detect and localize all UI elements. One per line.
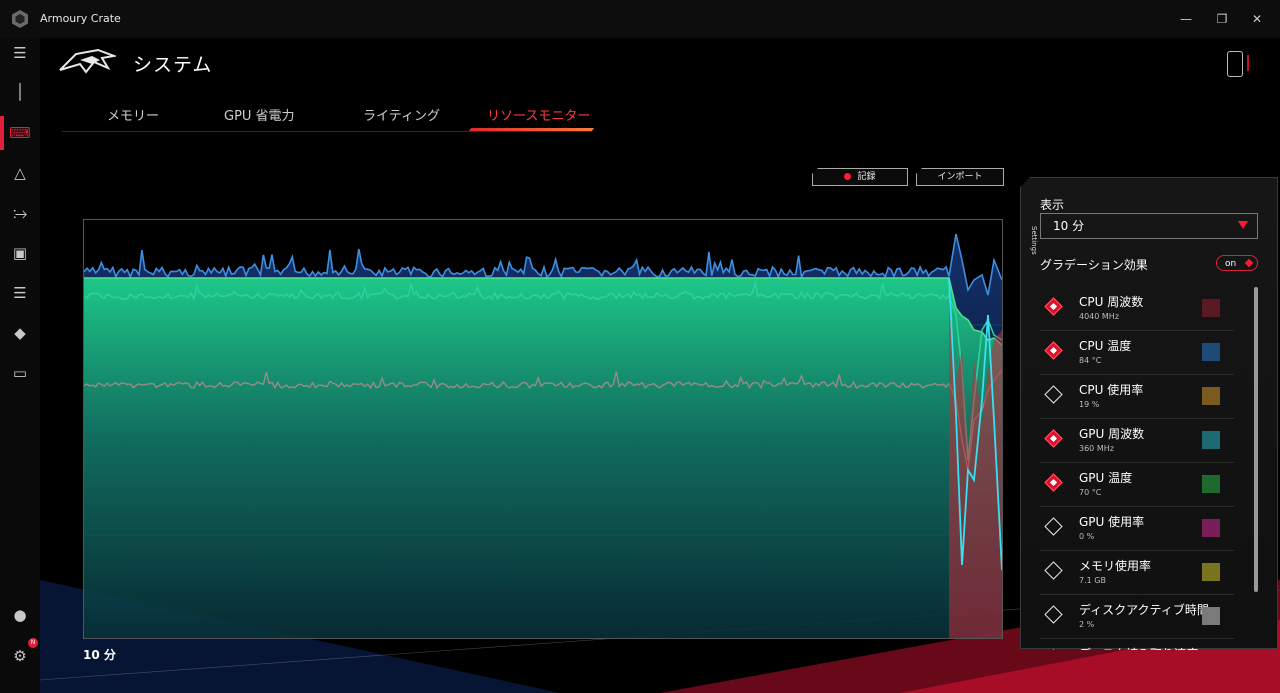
metric-value: 4040 MHz <box>1079 312 1120 321</box>
metric-value: 19 % <box>1079 400 1100 409</box>
metric-name: GPU 温度 <box>1079 471 1133 485</box>
time-range-select[interactable]: 10 分 <box>1040 213 1258 239</box>
metric-row[interactable]: CPU 温度 84 °C <box>1040 330 1234 375</box>
tab-active-underline <box>468 128 595 131</box>
settings-collapse-tab[interactable]: Settings <box>1030 226 1038 255</box>
speed-icon[interactable]: ⧴ <box>12 204 28 222</box>
tag-icon[interactable]: ◆ <box>14 324 26 342</box>
unchecked-diamond-icon[interactable] <box>1044 649 1063 650</box>
unchecked-diamond-icon[interactable] <box>1044 385 1063 404</box>
equalizer-icon[interactable]: ☰ <box>13 284 27 302</box>
display-label: 表示 <box>1040 198 1065 212</box>
series-line-top <box>84 233 1002 296</box>
checked-diamond-icon[interactable] <box>1044 341 1063 360</box>
minimize-button[interactable]: — <box>1180 12 1192 26</box>
checked-diamond-icon[interactable] <box>1044 473 1063 492</box>
keyboard-icon[interactable]: ⌨ <box>9 124 31 142</box>
unchecked-diamond-icon[interactable] <box>1044 561 1063 580</box>
info-icon[interactable]: │ <box>15 83 25 101</box>
chart-time-range: 10 分 <box>83 648 116 662</box>
metric-name: ディスクアクティブ時間 <box>1079 603 1209 617</box>
display-icon[interactable]: ▭ <box>12 364 28 382</box>
metric-value: 70 °C <box>1079 488 1102 497</box>
app-title: Armoury Crate <box>40 12 121 25</box>
record-button[interactable]: 記録 <box>812 168 908 186</box>
metric-name: GPU 周波数 <box>1079 427 1145 441</box>
metric-value: 2 % <box>1079 620 1095 629</box>
series-line-low <box>84 369 1002 471</box>
page-title: システム <box>133 54 213 76</box>
gradient-effect-toggle[interactable]: on <box>1216 255 1258 271</box>
metric-color-swatch[interactable] <box>1202 519 1220 537</box>
metric-name: ディスク読み取り速度 <box>1079 645 1198 650</box>
metric-name: CPU 周波数 <box>1079 295 1144 309</box>
metric-value: 7.1 GB <box>1079 576 1106 585</box>
metric-color-swatch[interactable] <box>1202 387 1220 405</box>
close-button[interactable]: ✕ <box>1251 12 1263 26</box>
rog-logo-icon <box>59 48 116 74</box>
metric-color-swatch[interactable] <box>1202 563 1220 581</box>
import-label: インポート <box>937 172 983 182</box>
chart-series <box>84 233 1002 638</box>
sidebar <box>0 38 40 693</box>
metric-value: 0 % <box>1079 532 1095 541</box>
metric-color-swatch[interactable] <box>1202 607 1220 625</box>
user-icon[interactable]: ● <box>13 606 27 624</box>
import-button[interactable]: インポート <box>916 168 1004 186</box>
series-line-mid <box>84 280 1002 461</box>
series-line-cyan <box>948 277 1002 571</box>
device-indicator <box>1247 55 1249 71</box>
metric-row[interactable]: CPU 使用率 19 % <box>1040 374 1234 419</box>
metric-color-swatch[interactable] <box>1202 475 1220 493</box>
metric-color-swatch[interactable] <box>1202 343 1220 361</box>
gamepad-icon[interactable]: ▣ <box>12 244 28 262</box>
chevron-down-icon[interactable] <box>1238 221 1248 229</box>
series-line-upper <box>84 277 1002 346</box>
metric-color-swatch[interactable] <box>1202 299 1220 317</box>
armoury-crate-logo-icon <box>12 10 28 28</box>
tab-resource-monitor[interactable]: リソースモニター <box>487 109 591 124</box>
aura-icon[interactable]: △ <box>14 164 26 182</box>
metric-row[interactable]: CPU 周波数 4040 MHz <box>1040 286 1234 331</box>
checked-diamond-icon[interactable] <box>1044 297 1063 316</box>
gradient-effect-label: グラデーション効果 <box>1040 258 1148 272</box>
record-label: 記録 <box>857 172 876 182</box>
metric-color-swatch[interactable] <box>1202 431 1220 449</box>
metric-row[interactable]: GPU 温度 70 °C <box>1040 462 1234 507</box>
unchecked-diamond-icon[interactable] <box>1044 605 1063 624</box>
menu-icon[interactable]: ☰ <box>13 44 27 62</box>
maximize-button[interactable]: ❐ <box>1216 12 1228 26</box>
notification-badge: N <box>28 638 38 648</box>
metric-row[interactable]: ディスク読み取り速度 <box>1040 638 1234 650</box>
tab-gpu-power-saving[interactable]: GPU 省電力 <box>224 109 295 124</box>
title-bar <box>0 0 1280 38</box>
chart-plot <box>84 233 1002 638</box>
metric-value: 360 MHz <box>1079 444 1114 453</box>
metric-value: 84 °C <box>1079 356 1102 365</box>
metric-name: GPU 使用率 <box>1079 515 1145 529</box>
series-area-upper <box>84 278 1002 638</box>
sidebar-active-indicator <box>0 116 4 150</box>
device-icon[interactable] <box>1227 51 1243 77</box>
record-dot-icon <box>844 173 852 180</box>
tab-memory[interactable]: メモリー <box>107 109 160 124</box>
metric-row[interactable]: ディスクアクティブ時間 2 % <box>1040 594 1234 639</box>
metric-name: メモリ使用率 <box>1079 559 1152 573</box>
metric-row[interactable]: GPU 周波数 360 MHz <box>1040 418 1234 463</box>
resource-chart <box>83 219 1003 639</box>
checked-diamond-icon[interactable] <box>1044 429 1063 448</box>
tab-lighting[interactable]: ライティング <box>363 109 440 124</box>
metric-row[interactable]: GPU 使用率 0 % <box>1040 506 1234 551</box>
metric-row[interactable]: メモリ使用率 7.1 GB <box>1040 550 1234 595</box>
tab-divider <box>62 131 592 132</box>
metric-name: CPU 温度 <box>1079 339 1132 353</box>
metric-name: CPU 使用率 <box>1079 383 1144 397</box>
unchecked-diamond-icon[interactable] <box>1044 517 1063 536</box>
settings-icon[interactable]: ⚙ <box>13 647 27 665</box>
panel-scrollbar[interactable] <box>1254 287 1258 592</box>
